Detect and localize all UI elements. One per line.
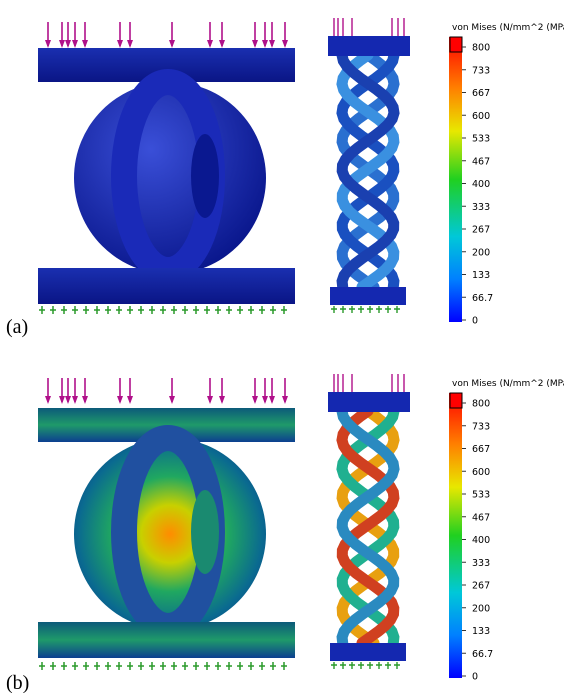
colorbar-tick-label: 733 xyxy=(472,421,490,432)
top-plate xyxy=(328,36,410,56)
colorbar-tick-label: 267 xyxy=(472,581,490,592)
colorbar-tick-label: 133 xyxy=(472,626,490,637)
colorbar-tick-label: 600 xyxy=(472,467,490,478)
colorbar xyxy=(449,37,462,322)
colorbar-tick-label: 0 xyxy=(472,672,478,683)
colorbar-title: von Mises (N/mm^2 (MPa) xyxy=(452,379,564,389)
bottom-plate xyxy=(38,268,295,304)
colorbar-tick-label: 467 xyxy=(472,512,490,523)
colorbar-tick-label: 533 xyxy=(472,134,490,145)
inner-hole xyxy=(191,134,219,218)
colorbar-tick-label: 800 xyxy=(472,43,490,54)
colorbar-tick-label: 400 xyxy=(472,535,490,546)
colorbar-tick-label: 333 xyxy=(472,202,490,213)
colorbar-tick-label: 667 xyxy=(472,88,490,99)
bottom-plate xyxy=(38,622,295,658)
colorbar-tick-label: 200 xyxy=(472,247,490,258)
colorbar-tick-label: 0 xyxy=(472,316,478,327)
sphere xyxy=(74,82,266,274)
sphere xyxy=(74,438,266,630)
colorbar-max-marker xyxy=(450,37,462,52)
inner-hole xyxy=(191,490,219,574)
colorbar-tick-label: 667 xyxy=(472,444,490,455)
colorbar-tick-label: 533 xyxy=(472,490,490,501)
colorbar-max-marker xyxy=(450,393,462,408)
bottom-plate xyxy=(330,643,406,661)
panel: von Mises (N/mm^2 (MPa) 800 733 667 600 533 46… xyxy=(6,366,564,693)
colorbar-tick-label: 333 xyxy=(472,558,490,569)
top-plate xyxy=(328,392,410,412)
panel-label: (b) xyxy=(6,672,29,693)
figure: von Mises (N/mm^2 (MPa) 800 733 667 600 533 46… xyxy=(0,0,564,693)
colorbar-tick-label: 66.7 xyxy=(472,293,493,304)
colorbar-tick-label: 400 xyxy=(472,179,490,190)
colorbar-tick-label: 66.7 xyxy=(472,649,493,660)
bottom-plate xyxy=(330,287,406,305)
colorbar-tick-label: 733 xyxy=(472,65,490,76)
panel-label: (a) xyxy=(6,316,28,338)
colorbar-tick-label: 267 xyxy=(472,225,490,236)
colorbar-tick-label: 600 xyxy=(472,111,490,122)
colorbar-title: von Mises (N/mm^2 (MPa) xyxy=(452,23,564,33)
panel: von Mises (N/mm^2 (MPa) 800 733 667 600 533 46… xyxy=(6,10,564,338)
colorbar-tick-label: 800 xyxy=(472,399,490,410)
colorbar-tick-label: 467 xyxy=(472,156,490,167)
colorbar xyxy=(449,393,462,678)
colorbar-tick-label: 133 xyxy=(472,270,490,281)
colorbar-tick-label: 200 xyxy=(472,603,490,614)
